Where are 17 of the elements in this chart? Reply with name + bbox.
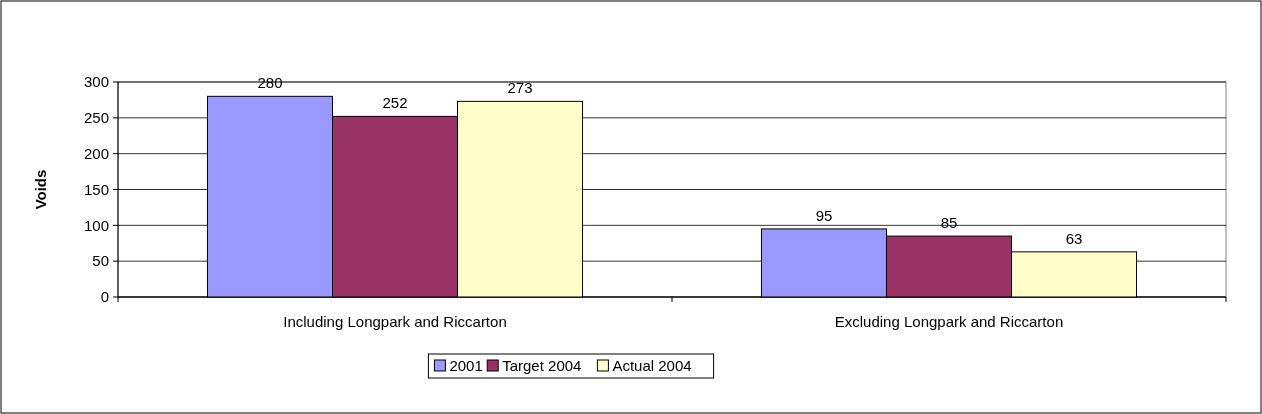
legend-label: Actual 2004: [612, 357, 692, 375]
y-tick-label: 300: [83, 73, 109, 91]
y-tick-label: 150: [83, 180, 109, 198]
data-label: 95: [815, 206, 833, 224]
y-tick-label: 250: [83, 109, 109, 127]
y-axis-title: Voids: [32, 169, 49, 210]
y-tick-label: 200: [83, 144, 109, 162]
x-tick-label: Excluding Longpark and Riccarton: [834, 313, 1064, 330]
x-tick-label: Including Longpark and Riccarton: [283, 313, 507, 330]
data-label: 63: [1065, 229, 1083, 247]
legend-label: 2001: [449, 357, 483, 375]
data-label: 273: [507, 79, 533, 97]
legend-label: Target 2004: [502, 357, 582, 375]
y-tick-label: 0: [100, 288, 109, 306]
y-tick-label: 50: [92, 252, 109, 270]
y-tick-label: 100: [83, 216, 109, 234]
data-label: 252: [382, 94, 408, 112]
